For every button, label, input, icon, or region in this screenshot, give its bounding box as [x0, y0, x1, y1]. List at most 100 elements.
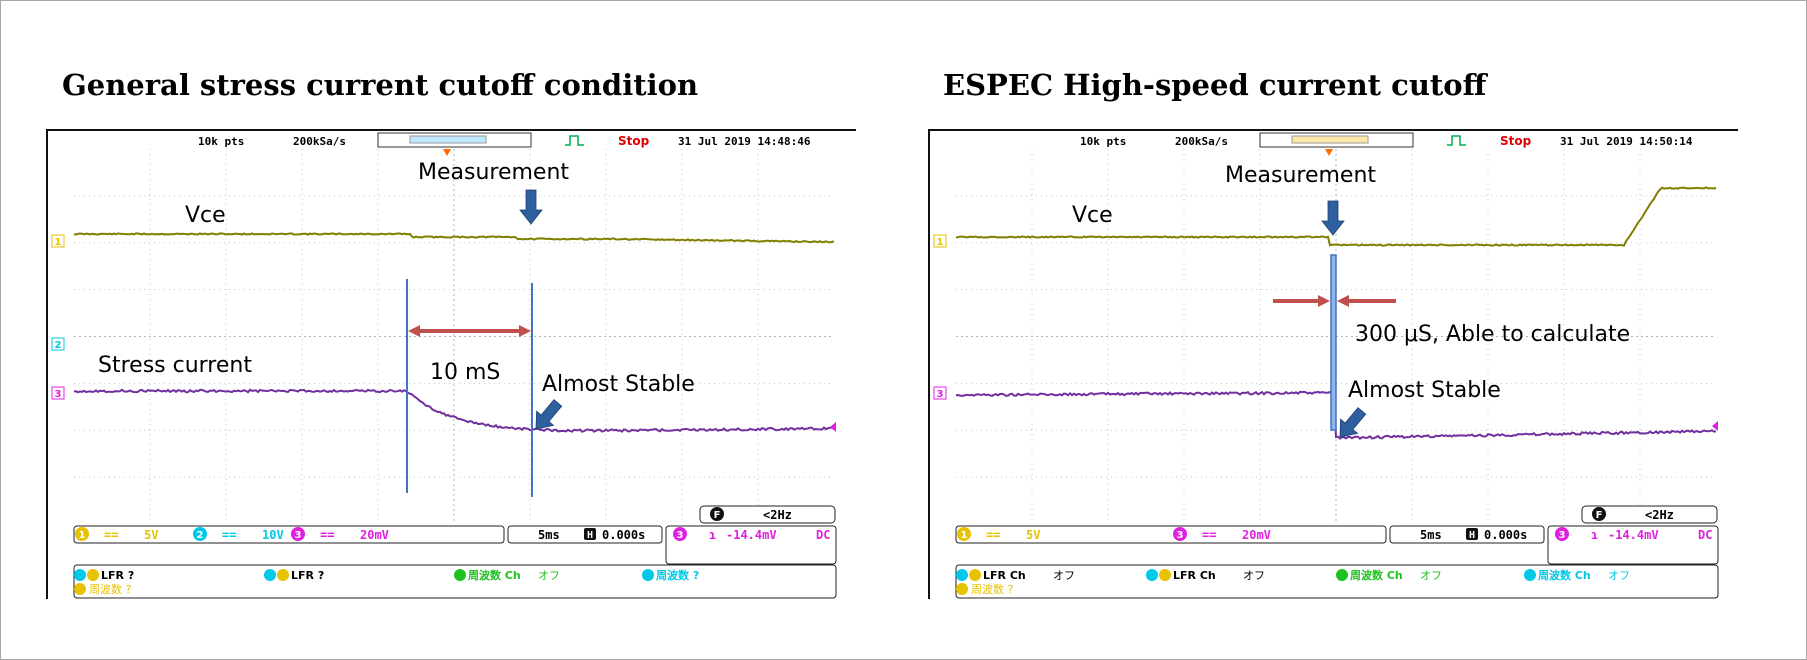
- ch3-ground-marker-bg: [51, 386, 65, 400]
- trigger-freq-box: [699, 505, 836, 524]
- trigger-box: [1547, 525, 1719, 565]
- trigger-f-icon-label: F: [714, 510, 721, 521]
- scope-screen-1: 10k pts 200kSa/s Stop 31 Jul 2019 14:48:46 1…: [46, 129, 858, 601]
- channel-scale-bar: [73, 525, 505, 544]
- stop-status: Stop: [618, 134, 650, 148]
- stable-pointer-arrow-shape: [1339, 407, 1367, 438]
- header-rate: 200kSa/s: [293, 135, 346, 148]
- timebase-per-div: 5ms: [1420, 528, 1442, 542]
- trigger-channel-badge-label: 3: [1559, 530, 1566, 541]
- trigger-slope: ɿ: [1591, 528, 1598, 542]
- channel-3-badge: 3: [291, 527, 305, 541]
- channel-1-scale: 5V: [1026, 528, 1040, 542]
- trigger-f-icon: F: [1592, 507, 1606, 521]
- run-status-icon: [565, 135, 584, 146]
- trigger-slope: ɿ: [709, 528, 716, 542]
- trigger-f-icon-label: F: [1596, 510, 1603, 521]
- trigger-frequency: <2Hz: [763, 508, 792, 522]
- stable-pointer-arrow: [1339, 407, 1367, 438]
- header-datetime: 31 Jul 2019 14:50:14: [1560, 135, 1693, 148]
- channel-1-badge-bg: [75, 527, 89, 541]
- meas-5-source-icon: [956, 583, 968, 595]
- meas-2-label: LFR Ch: [1173, 569, 1216, 582]
- measurement-pointer-arrow-shape: [519, 189, 543, 225]
- timebase-delay: 0.000s: [602, 528, 645, 542]
- stable-pointer-arrow-shape: [535, 399, 563, 430]
- trigger-coupling: DC: [1698, 528, 1712, 542]
- interval-label: 10 mS: [430, 360, 500, 385]
- delay-icon: H: [1469, 530, 1475, 541]
- meas-2-source-icon: [264, 569, 276, 581]
- channel-3-badge-bg: [291, 527, 305, 541]
- almost-stable-label: Almost Stable: [542, 372, 695, 397]
- stop-status: Stop: [1500, 134, 1532, 148]
- meas-5-source-icon: [74, 583, 86, 595]
- panel2-title: ESPEC High-speed current cutoff: [943, 68, 1487, 102]
- ch1-ground-marker: 1: [933, 234, 947, 248]
- trigger-channel-badge: 3: [673, 527, 687, 541]
- trigger-freq-box: [1581, 505, 1718, 524]
- header-points: 10k pts: [1080, 135, 1126, 148]
- almost-stable-label: Almost Stable: [1348, 378, 1501, 403]
- trigger-channel-badge-label: 3: [677, 530, 684, 541]
- trigger-level-marker: [1712, 421, 1718, 431]
- stress-current-label: Stress current: [98, 353, 252, 378]
- scope-screen-2: 10k pts 200kSa/s Stop 31 Jul 2019 14:50:14 1…: [928, 129, 1740, 601]
- trigger-position-marker: [1325, 149, 1333, 156]
- ch3-ground-marker-label: 3: [55, 389, 62, 400]
- ch1-ground-marker-label: 1: [937, 237, 944, 248]
- meas-4-value: オフ: [1608, 569, 1630, 582]
- header-datetime: 31 Jul 2019 14:48:46: [678, 135, 811, 148]
- meas-3-value: オフ: [1420, 569, 1442, 582]
- trigger-channel-badge: 3: [1555, 527, 1569, 541]
- meas-4-label: 周波数 Ch: [1538, 568, 1591, 582]
- trigger-channel-badge-bg: [1555, 527, 1569, 541]
- trigger-f-icon-bg: [710, 507, 724, 521]
- channel-3-badge-label: 3: [1177, 530, 1184, 541]
- interval-arrowhead-right: [1318, 295, 1330, 307]
- channel-3-coupling: ==: [1202, 528, 1216, 542]
- ch3-ground-marker-bg: [933, 386, 947, 400]
- channel-1-badge-label: 1: [79, 530, 86, 541]
- meas-4-source-icon: [642, 569, 654, 581]
- current-trace: [73, 388, 835, 433]
- trigger-box: [665, 525, 837, 565]
- vce-label: Vce: [1072, 203, 1113, 228]
- meas-2-label: LFR ?: [291, 569, 324, 582]
- memory-window: [1291, 135, 1369, 144]
- trigger-coupling: DC: [816, 528, 830, 542]
- meas-2-source2-icon: [1159, 569, 1171, 581]
- meas-1-source-icon: [956, 569, 968, 581]
- meas-1-source2-icon: [87, 569, 99, 581]
- ch2-ground-marker-bg: [51, 337, 65, 351]
- channel-1-coupling: ==: [986, 528, 1000, 542]
- meas-4-label: 周波数 ?: [656, 568, 699, 582]
- trigger-level: -14.4mV: [1608, 528, 1659, 542]
- meas-1-label: LFR ?: [101, 569, 134, 582]
- channel-scale-bar: [955, 525, 1387, 544]
- panel1-title: General stress current cutoff condition: [62, 68, 699, 102]
- ch1-ground-marker: 1: [51, 234, 65, 248]
- header-rate: 200kSa/s: [1175, 135, 1228, 148]
- trigger-position-marker: [443, 149, 451, 156]
- channel-1-scale: 5V: [144, 528, 158, 542]
- channel-2-coupling: ==: [222, 528, 236, 542]
- meas-1-label: LFR Ch: [983, 569, 1026, 582]
- ch1-ground-marker-bg: [51, 234, 65, 248]
- meas-3-label: 周波数 Ch: [1350, 568, 1403, 582]
- meas-1-value: オフ: [1053, 569, 1075, 582]
- channel-3-scale: 20mV: [360, 528, 389, 542]
- channel-1-badge-bg: [957, 527, 971, 541]
- meas-1-source2-icon: [969, 569, 981, 581]
- stable-pointer-arrow: [535, 399, 563, 430]
- channel-2-badge-bg: [193, 527, 207, 541]
- channel-3-badge-bg: [1173, 527, 1187, 541]
- meas-1-source-icon: [74, 569, 86, 581]
- measurement-pointer-arrow-shape: [1321, 200, 1345, 236]
- header-points: 10k pts: [198, 135, 244, 148]
- measurement-pointer-arrow: [519, 189, 543, 225]
- ch2-ground-marker-label: 2: [55, 340, 62, 351]
- meas-3-label: 周波数 Ch: [468, 568, 521, 582]
- ch1-ground-marker-label: 1: [55, 237, 62, 248]
- channel-2-badge: 2: [193, 527, 207, 541]
